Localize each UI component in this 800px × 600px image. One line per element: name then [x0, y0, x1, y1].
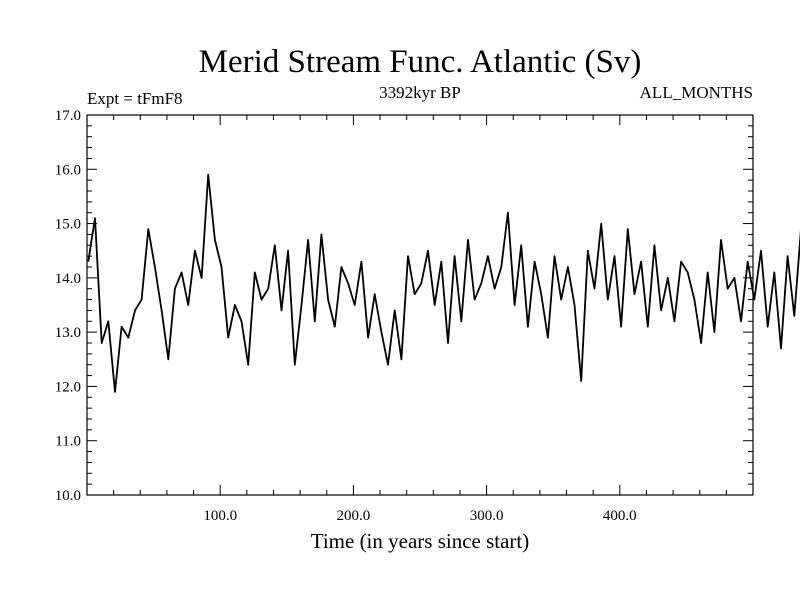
y-tick-label: 11.0: [55, 434, 81, 450]
y-tick-label: 17.0: [55, 108, 81, 124]
chart-title: Merid Stream Func. Atlantic (Sv): [199, 44, 642, 80]
x-tick-label: 100.0: [203, 508, 237, 524]
x-tick-label: 300.0: [470, 508, 504, 524]
y-tick-label: 16.0: [55, 162, 81, 178]
axis-tick-labels: 10.0 11.0 12.0 13.0 14.0 15.0 16.0 17.0 100.0 200…: [55, 108, 637, 524]
series-line: [87, 173, 800, 393]
y-tick-label: 10.0: [55, 488, 81, 504]
y-tick-label: 15.0: [55, 217, 81, 233]
x-axis-label: Time (in years since start): [311, 529, 530, 553]
x-tick-label: 200.0: [337, 508, 371, 524]
plot-frame: [86, 114, 754, 496]
y-tick-label: 14.0: [55, 271, 81, 287]
axis-ticks: [87, 114, 753, 496]
y-tick-label: 12.0: [55, 379, 81, 395]
experiment-label: Expt = tFmF8: [87, 89, 183, 108]
months-label: ALL_MONTHS: [640, 83, 753, 102]
x-tick-label: 400.0: [603, 508, 637, 524]
period-label: 3392kyr BP: [379, 83, 461, 102]
y-tick-label: 13.0: [55, 325, 81, 341]
